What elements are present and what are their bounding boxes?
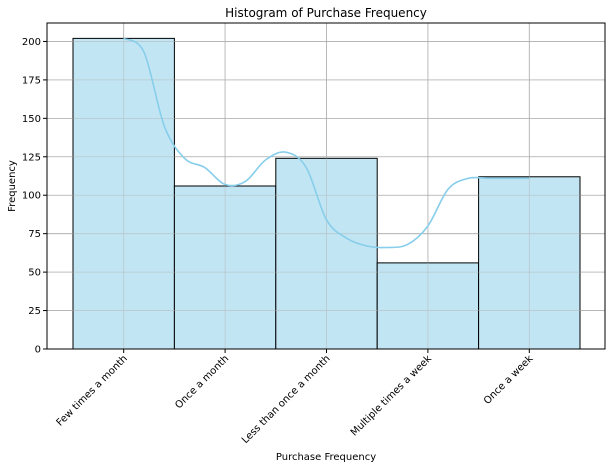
y-tick-label: 175: [22, 75, 41, 86]
bars: [47, 23, 605, 350]
y-tick-label: 75: [28, 229, 41, 240]
y-tick-label: 100: [22, 191, 41, 202]
x-axis-label: Purchase Frequency: [276, 452, 376, 463]
y-tick-label: 150: [22, 114, 41, 125]
x-tick-label: Multiple times a week: [349, 353, 434, 438]
y-tick-label: 50: [28, 268, 41, 279]
x-tick-label: Less than once a month: [240, 353, 333, 446]
y-tick-label: 0: [35, 345, 41, 356]
y-tick-label: 200: [22, 37, 41, 48]
kde-line: [123, 37, 530, 249]
x-axis-ticks: Few times a month Once a month Less than o…: [55, 349, 536, 446]
y-tick-label: 125: [22, 152, 41, 163]
x-tick-label: Once a month: [173, 353, 231, 411]
y-tick-label: 25: [28, 306, 41, 317]
kde-curve-group: [123, 37, 530, 249]
x-tick-label: Once a week: [482, 353, 536, 407]
y-axis-label: Frequency: [7, 160, 18, 212]
x-tick-label: Few times a month: [55, 353, 130, 428]
y-axis-ticks: 0 25 50 75 100 125 150 175 200: [22, 37, 47, 356]
chart-title: Histogram of Purchase Frequency: [225, 6, 427, 20]
